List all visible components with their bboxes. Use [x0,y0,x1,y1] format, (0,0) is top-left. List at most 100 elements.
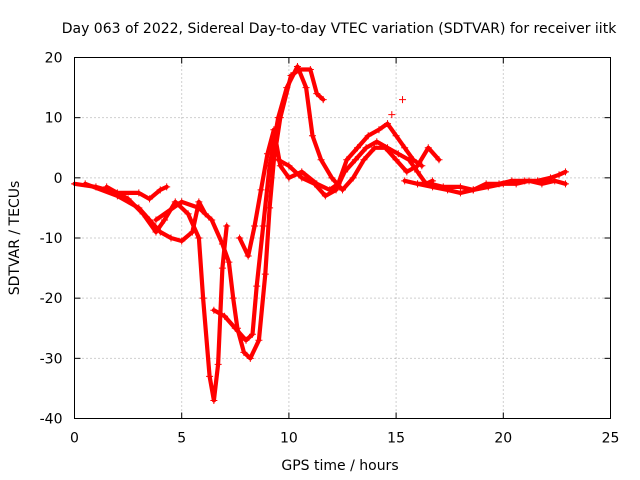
data-point [375,126,383,134]
data-point [283,84,291,92]
data-series-layer [71,63,569,404]
data-point [364,132,372,140]
data-point [266,204,274,212]
data-point [259,222,267,230]
data-point [210,306,218,314]
data-point [306,66,314,74]
data-point [424,144,432,152]
data-point [561,180,569,188]
y-tick-label: 10 [45,111,63,127]
x-tick-label: 0 [70,431,79,447]
data-point [403,168,411,176]
data-point [251,222,259,230]
data-point [456,189,464,197]
data-point [341,168,349,176]
data-point [339,186,346,194]
data-point [319,96,327,104]
data-point [332,186,340,194]
data-point [349,174,357,182]
y-tick-labels: -40 -30 -20 -10 0 10 20 [40,51,63,428]
x-tick-label: 10 [280,431,298,447]
data-point [103,183,111,191]
data-point [313,90,321,98]
data-point [317,156,325,164]
data-point [285,174,293,182]
data-point [161,216,169,224]
data-point [360,156,368,164]
data-point [263,150,271,158]
data-point [178,198,186,206]
data-point [146,195,154,203]
data-point [525,177,533,185]
data-point [139,210,147,218]
data-point [221,312,229,320]
data-point [156,186,164,194]
data-point [512,180,520,188]
grid-lines [74,57,611,419]
data-point [218,264,226,272]
data-point [302,84,310,92]
data-point [225,258,233,266]
data-point [246,354,254,362]
y-tick-label: 20 [45,51,63,67]
x-tick-label: 15 [387,431,405,447]
data-point [469,186,477,194]
data-point [124,195,132,203]
data-point [152,216,160,224]
x-tick-label: 25 [602,431,620,447]
outlier-point [399,96,407,104]
data-point [392,156,400,164]
data-point [384,120,392,128]
data-point [218,240,226,248]
data-point [276,162,284,170]
data-point [298,168,306,176]
data-point [435,156,443,164]
data-point [163,183,171,191]
data-point [236,234,244,242]
data-point [351,156,359,164]
data-point [135,189,143,197]
y-tick-label: -30 [40,351,63,367]
series-track-3 [104,184,229,403]
series-track-4 [153,67,326,361]
data-point [244,252,252,260]
data-point [81,180,89,188]
data-point [311,180,319,188]
data-point [429,183,437,191]
data-point [240,348,248,356]
series-track-7 [276,139,435,198]
data-point [392,132,400,140]
series-track-5 [211,64,442,343]
data-point [274,114,282,122]
data-point [418,162,426,170]
data-point [343,156,351,164]
data-point [208,216,216,224]
data-point [199,294,207,302]
data-point [210,396,218,404]
data-point [362,144,370,152]
data-point [257,186,265,194]
data-point [298,174,306,182]
data-point [328,174,336,182]
data-point [499,180,507,188]
y-tick-label: -10 [40,231,63,247]
data-point [274,156,282,164]
y-axis-label: SDTVAR / TECUs [7,181,23,296]
axis-ticks [74,57,611,419]
data-point [231,324,239,332]
x-tick-labels: 0 5 10 15 20 25 [70,431,619,447]
x-tick-label: 20 [494,431,512,447]
data-point [255,336,263,344]
data-point [178,237,186,245]
data-point [195,204,203,212]
data-point [308,132,316,140]
data-point [242,336,250,344]
data-point [561,168,569,176]
y-tick-label: -20 [40,291,63,307]
data-point [371,144,379,152]
data-point [206,372,214,380]
data-point [152,228,160,236]
data-point [214,360,222,368]
x-tick-label: 5 [177,431,186,447]
